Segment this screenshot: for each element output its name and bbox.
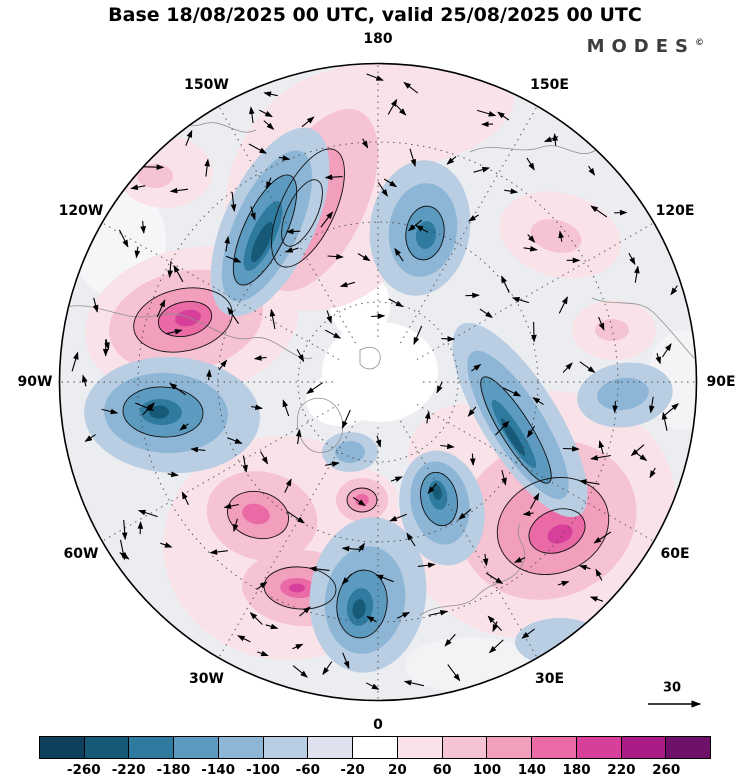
colorbar-cell bbox=[174, 737, 219, 758]
colorbar-tick: -180 bbox=[156, 762, 191, 778]
colorbar-cell bbox=[218, 737, 264, 758]
colorbar-tick: -20 bbox=[340, 762, 365, 778]
colorbar-cell bbox=[353, 737, 398, 758]
wind-vectors bbox=[71, 73, 680, 690]
colorbar-cell bbox=[576, 737, 622, 758]
modes-logo: MODES© bbox=[587, 36, 704, 57]
lon-label-90E: 90E bbox=[706, 374, 736, 390]
copyright-mark: © bbox=[695, 38, 704, 48]
colorbar bbox=[39, 736, 711, 759]
colorbar-cell bbox=[129, 737, 175, 758]
lon-label-30E: 30E bbox=[534, 671, 565, 688]
colorbar-ticks: -260 -220 -180 -140 -100 -60 -20 20 60 100 140 180 2… bbox=[39, 762, 711, 780]
colorbar-cell bbox=[263, 737, 309, 758]
lon-label-180: 180 bbox=[363, 31, 393, 47]
lon-label-0: 0 bbox=[373, 717, 383, 733]
map-boundary bbox=[58, 62, 698, 702]
colorbar-tick: 20 bbox=[387, 762, 407, 778]
lon-label-90W: 90W bbox=[17, 374, 53, 390]
colorbar-tick: 100 bbox=[472, 762, 502, 778]
colorbar-cell bbox=[308, 737, 354, 758]
colorbar-cell bbox=[532, 737, 577, 758]
chart-title: Base 18/08/2025 00 UTC, valid 25/08/2025… bbox=[108, 4, 642, 26]
colorbar-tick: -260 bbox=[66, 762, 101, 778]
colorbar-tick: -100 bbox=[246, 762, 280, 778]
colorbar-tick: -140 bbox=[201, 762, 236, 778]
colorbar-cell bbox=[487, 737, 533, 758]
lon-label-150W: 150W bbox=[184, 76, 229, 93]
colorbar-cell bbox=[442, 737, 488, 758]
lon-label-60E: 60E bbox=[660, 545, 690, 562]
colorbar-cell bbox=[40, 737, 85, 758]
lon-label-120E: 120E bbox=[655, 202, 695, 219]
lon-label-30W: 30W bbox=[189, 671, 224, 688]
reference-vector-label: 30 bbox=[662, 680, 682, 696]
colorbar-tick: 220 bbox=[607, 762, 636, 778]
colorbar-tick: 180 bbox=[562, 762, 591, 778]
lon-label-150E: 150E bbox=[530, 76, 569, 93]
colorbar-tick: 140 bbox=[517, 762, 546, 778]
colorbar-tick: 60 bbox=[432, 762, 452, 778]
graticule bbox=[60, 64, 696, 700]
colorbar-tick: 260 bbox=[652, 762, 681, 778]
colorbar-cell bbox=[621, 737, 667, 758]
modes-logo-text: MODES bbox=[586, 36, 695, 57]
colorbar-cell bbox=[397, 737, 443, 758]
colorbar-tick: -60 bbox=[295, 762, 320, 778]
colorbar-cell bbox=[666, 737, 711, 758]
anomaly-field bbox=[70, 64, 696, 693]
lon-label-60W: 60W bbox=[63, 545, 99, 562]
colorbar-cell bbox=[84, 737, 130, 758]
colorbar-tick: -220 bbox=[111, 762, 146, 778]
lon-label-120W: 120W bbox=[58, 202, 104, 219]
